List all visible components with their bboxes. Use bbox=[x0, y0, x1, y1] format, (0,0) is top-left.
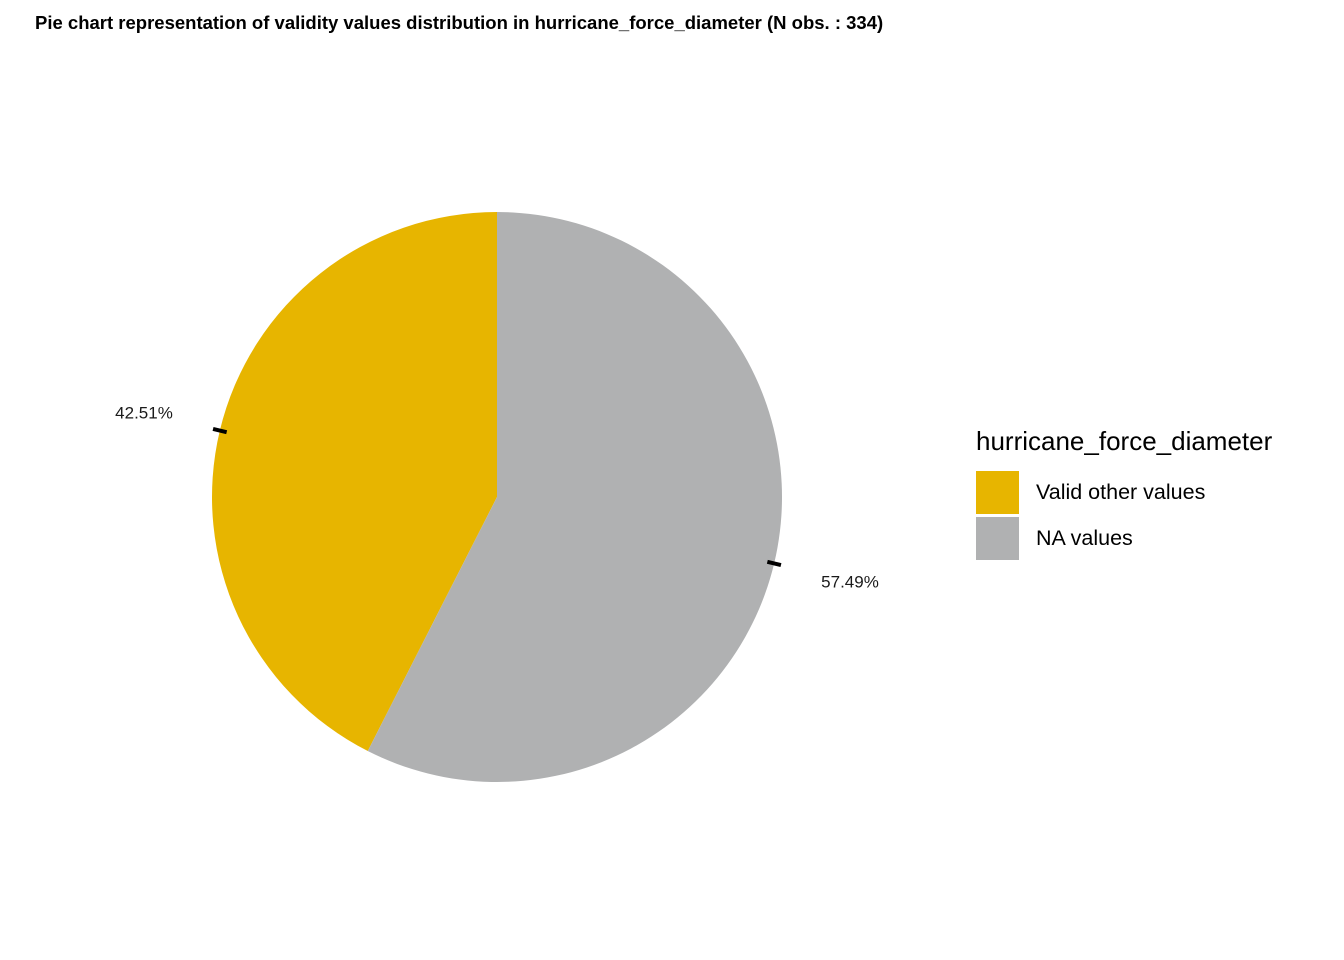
legend: hurricane_force_diameter Valid other val… bbox=[976, 426, 1272, 561]
legend-item-na: NA values bbox=[976, 515, 1272, 561]
pie-label-valid: 42.51% bbox=[115, 403, 173, 422]
pie-slice-na bbox=[367, 212, 782, 783]
legend-item-valid: Valid other values bbox=[976, 469, 1272, 515]
legend-label-na: NA values bbox=[1036, 525, 1133, 550]
pie-ticks bbox=[212, 426, 782, 568]
legend-swatch-na bbox=[976, 516, 1019, 560]
legend-title: hurricane_force_diameter bbox=[976, 426, 1273, 456]
legend-label-valid: Valid other values bbox=[1036, 479, 1206, 504]
pie-tick-valid bbox=[212, 426, 228, 435]
pie-slice-valid bbox=[211, 212, 497, 752]
pie-tick-na bbox=[766, 559, 782, 568]
pie-slices bbox=[211, 212, 782, 783]
chart-title: Pie chart representation of validity val… bbox=[35, 12, 884, 33]
legend-swatch-valid bbox=[976, 470, 1019, 514]
pie-label-na: 57.49% bbox=[821, 573, 879, 592]
pie-labels: 42.51% 57.49% bbox=[115, 403, 879, 591]
